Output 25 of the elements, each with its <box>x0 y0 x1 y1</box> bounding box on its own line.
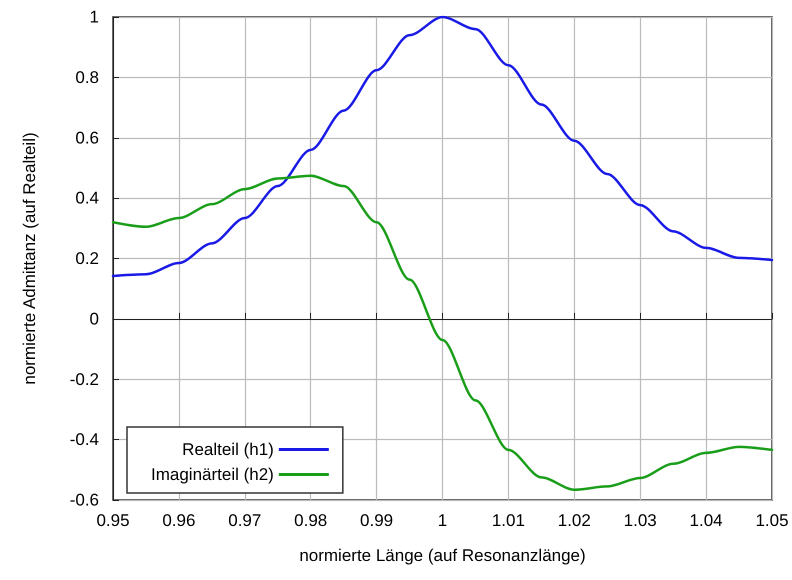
x-axis-title: normierte Länge (auf Resonanzlänge) <box>299 546 586 565</box>
x-tick-label: 1 <box>438 511 448 530</box>
y-tick-label: -0.6 <box>70 490 99 510</box>
y-tick-label: 0.6 <box>75 128 99 148</box>
line-series <box>112 174 774 491</box>
x-tick-label: 1.05 <box>755 511 789 530</box>
x-tick-label: 1.03 <box>624 511 657 530</box>
y-tick-label: 0.2 <box>75 249 99 268</box>
legend-label: Imaginärteil (h2) <box>151 465 274 484</box>
legend-label: Realteil (h1) <box>182 440 274 459</box>
y-axis-title: normierte Admittanz (auf Realteil) <box>20 132 39 385</box>
x-tick-label: 0.96 <box>162 511 196 530</box>
x-tick-label: 1.02 <box>558 511 591 530</box>
y-tick-label: -0.2 <box>70 370 99 389</box>
x-tick-label: 0.97 <box>228 511 262 530</box>
y-tick-label: 0.4 <box>75 188 99 208</box>
y-tick-label: 0 <box>90 309 99 328</box>
x-tick-label: 1.01 <box>492 511 525 530</box>
y-tick-label: 0.8 <box>75 68 99 87</box>
y-tick-label: 1 <box>90 8 99 26</box>
x-tick-label: 0.95 <box>96 511 130 530</box>
y-tick-label: -0.4 <box>70 430 99 450</box>
x-tick-label: 0.98 <box>294 511 328 530</box>
x-tick-label: 1.04 <box>690 511 723 530</box>
x-tick-label: 0.99 <box>360 511 394 530</box>
